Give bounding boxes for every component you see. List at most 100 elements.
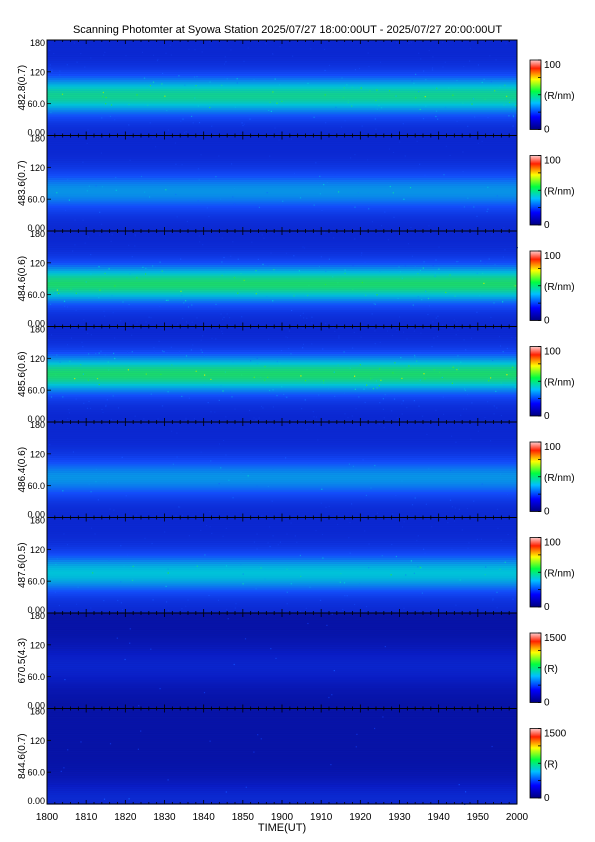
panel-5: 0.00 60.0 120 180 486.4(0.6) 100 (R/nm) 0	[17, 420, 575, 520]
colorbar-min-label: 0	[544, 125, 550, 136]
y-axis-label: 482.8(0.7)	[17, 65, 28, 111]
y-tick-label: 120	[30, 354, 45, 364]
y-axis-label: 483.6(0.7)	[17, 160, 28, 206]
y-tick-label: 0.00	[27, 796, 45, 806]
colorbar-unit-label: (R)	[544, 759, 558, 770]
y-tick-label: 120	[30, 736, 45, 746]
colorbar: 100 (R/nm) 0	[529, 346, 575, 422]
colorbar-max-label: 1500	[544, 729, 567, 740]
emission-band	[47, 40, 517, 137]
panel-3: 0.00 60.0 120 180 484.6(0.6) 100 (R/nm) 0	[17, 229, 575, 329]
y-axis-label: 487.6(0.5)	[17, 542, 28, 588]
x-tick-label: 1910	[310, 812, 333, 823]
panel-6: 0.00 60.0 120 180 487.6(0.5) 100 (R/nm) 0	[17, 516, 575, 616]
emission-band	[47, 613, 517, 710]
colorbar: 1500 (R) 0	[529, 632, 567, 709]
emission-band	[47, 708, 517, 805]
y-axis-label: 484.6(0.6)	[17, 256, 28, 302]
y-tick-label: 0.00	[27, 701, 45, 711]
colorbar-unit-label: (R/nm)	[544, 377, 575, 388]
noise-speckle	[49, 423, 509, 517]
panel-8: 0.00 60.0 120 180 844.6(0.7) 1500 (R) 0	[17, 707, 567, 807]
y-tick-label: 180	[30, 611, 45, 621]
x-tick-label: 1830	[153, 812, 176, 823]
x-tick-label: 1800	[36, 812, 59, 823]
emission-band	[47, 135, 517, 232]
colorbar-unit-label: (R/nm)	[544, 91, 575, 102]
colorbar-max-label: 100	[544, 442, 561, 453]
noise-speckle	[48, 231, 518, 327]
y-tick-label: 120	[30, 545, 45, 555]
x-axis-label: TIME(UT)	[258, 822, 306, 834]
noise-speckle	[64, 613, 386, 707]
y-tick-label: 0.00	[27, 414, 45, 424]
colorbar: 100 (R/nm) 0	[529, 537, 575, 613]
y-tick-label: 0.00	[27, 223, 45, 233]
colorbar-max-label: 100	[544, 538, 561, 549]
panel-4: 0.00 60.0 120 180 485.6(0.6) 100 (R/nm) 0	[17, 325, 575, 425]
y-tick-label: 60.0	[27, 481, 45, 491]
y-tick-label: 120	[30, 258, 45, 268]
x-tick-label: 2000	[506, 812, 529, 823]
noise-speckle	[47, 517, 517, 614]
y-tick-label: 180	[30, 229, 45, 239]
x-tick-label: 1820	[114, 812, 137, 823]
colorbar-unit-label: (R/nm)	[544, 186, 575, 197]
y-tick-label: 120	[30, 163, 45, 173]
y-tick-label: 60.0	[27, 195, 45, 205]
colorbar-unit-label: (R/nm)	[544, 568, 575, 579]
y-axis-label: 486.4(0.6)	[17, 447, 28, 493]
emission-band	[47, 517, 517, 614]
colorbar: 100 (R/nm) 0	[529, 59, 575, 136]
x-tick-label: 1900	[271, 812, 294, 823]
x-tick-label: 1950	[467, 812, 490, 823]
x-tick-label: 1810	[75, 812, 98, 823]
x-tick-label: 1930	[388, 812, 411, 823]
emission-band	[47, 326, 517, 423]
x-tick-label: 1920	[349, 812, 372, 823]
y-tick-label: 180	[30, 420, 45, 430]
panel-7: 0.00 60.0 120 180 670.5(4.3) 1500 (R) 0	[17, 611, 567, 711]
colorbar: 100 (R/nm) 0	[529, 441, 575, 518]
y-tick-label: 180	[30, 516, 45, 526]
colorbar-min-label: 0	[544, 316, 550, 327]
y-tick-label: 60.0	[27, 577, 45, 587]
colorbar-unit-label: (R)	[544, 664, 558, 675]
colorbar-min-label: 0	[544, 507, 550, 518]
noise-speckle	[47, 326, 518, 423]
y-axis-label: 485.6(0.6)	[17, 351, 28, 397]
x-tick-label: 1940	[428, 812, 451, 823]
panel-1: 0.00 60.0 120 180 482.8(0.7) 100 (R/nm) 0	[17, 38, 575, 138]
emission-band	[47, 231, 517, 328]
colorbar-min-label: 0	[544, 220, 550, 231]
y-tick-label: 180	[30, 325, 45, 335]
y-tick-label: 120	[30, 67, 45, 77]
colorbar-unit-label: (R/nm)	[544, 282, 575, 293]
y-tick-label: 60.0	[27, 672, 45, 682]
colorbar-max-label: 100	[544, 251, 561, 262]
colorbar-min-label: 0	[544, 602, 550, 613]
y-tick-label: 0.00	[27, 319, 45, 329]
emission-band	[47, 422, 517, 519]
colorbar-unit-label: (R/nm)	[544, 473, 575, 484]
y-tick-label: 0.00	[27, 510, 45, 520]
colorbar-max-label: 100	[544, 347, 561, 358]
colorbar-min-label: 0	[544, 698, 550, 709]
y-tick-label: 180	[30, 134, 45, 144]
y-tick-label: 60.0	[27, 768, 45, 778]
y-tick-label: 180	[30, 707, 45, 717]
noise-speckle	[49, 40, 518, 137]
y-tick-label: 60.0	[27, 290, 45, 300]
time-ticks	[46, 708, 518, 804]
colorbar-max-label: 100	[544, 156, 561, 167]
y-axis-label: 670.5(4.3)	[17, 638, 28, 684]
y-tick-label: 120	[30, 449, 45, 459]
colorbar-min-label: 0	[544, 793, 550, 804]
colorbar: 100 (R/nm) 0	[529, 250, 575, 327]
panel-2: 0.00 60.0 120 180 483.6(0.7) 100 (R/nm) 0	[17, 134, 575, 234]
colorbar: 1500 (R) 0	[529, 728, 567, 804]
noise-speckle	[60, 716, 493, 805]
x-tick-label: 1850	[232, 812, 255, 823]
x-tick-label: 1840	[193, 812, 216, 823]
